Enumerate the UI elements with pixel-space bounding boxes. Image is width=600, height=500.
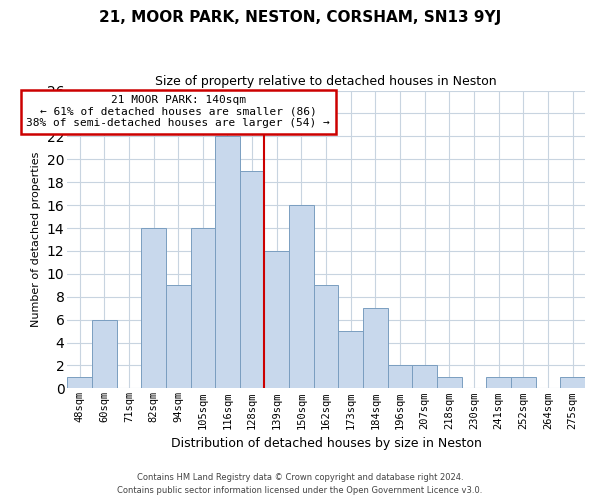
Bar [560, 377, 585, 388]
Bar [511, 377, 536, 388]
Bar [487, 377, 511, 388]
Bar [92, 320, 116, 388]
Bar [67, 377, 92, 388]
Bar [338, 331, 363, 388]
Bar [215, 136, 240, 388]
Bar [191, 228, 215, 388]
Bar [314, 286, 338, 389]
Bar [388, 366, 412, 388]
Bar [437, 377, 462, 388]
Y-axis label: Number of detached properties: Number of detached properties [31, 152, 41, 327]
Text: 21, MOOR PARK, NESTON, CORSHAM, SN13 9YJ: 21, MOOR PARK, NESTON, CORSHAM, SN13 9YJ [99, 10, 501, 25]
Bar [265, 251, 289, 388]
Bar [289, 205, 314, 388]
Text: Contains HM Land Registry data © Crown copyright and database right 2024.
Contai: Contains HM Land Registry data © Crown c… [118, 474, 482, 495]
Bar [412, 366, 437, 388]
Bar [141, 228, 166, 388]
Bar [166, 286, 191, 389]
Title: Size of property relative to detached houses in Neston: Size of property relative to detached ho… [155, 75, 497, 88]
X-axis label: Distribution of detached houses by size in Neston: Distribution of detached houses by size … [170, 437, 482, 450]
Text: 21 MOOR PARK: 140sqm
← 61% of detached houses are smaller (86)
38% of semi-detac: 21 MOOR PARK: 140sqm ← 61% of detached h… [26, 95, 330, 128]
Bar [363, 308, 388, 388]
Bar [240, 170, 265, 388]
